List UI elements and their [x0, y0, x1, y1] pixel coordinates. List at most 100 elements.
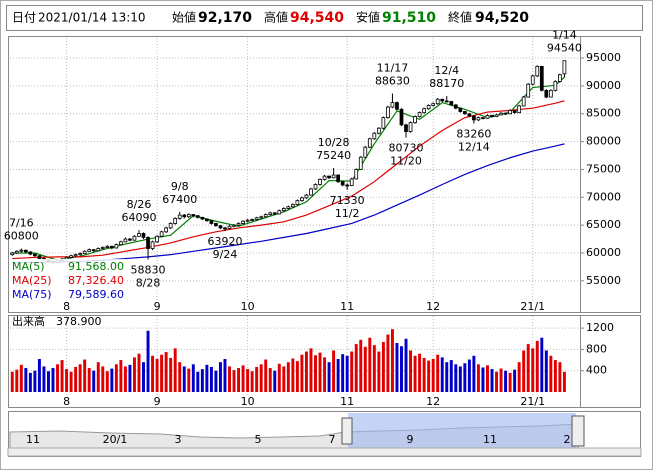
volume-bar	[327, 362, 331, 392]
low-label: 安値	[356, 10, 380, 25]
candle-body	[449, 101, 454, 106]
volume-bar	[196, 371, 200, 392]
candle-body	[33, 253, 37, 257]
candle-body	[404, 124, 408, 132]
candle-body	[300, 197, 304, 202]
candle-body	[354, 169, 359, 180]
candle-body	[458, 107, 463, 112]
navigator-left-handle[interactable]	[341, 417, 353, 445]
volume-bar	[368, 337, 372, 392]
volume-bar	[540, 337, 544, 392]
volume-bar	[33, 370, 37, 392]
price-panel	[8, 36, 641, 313]
candle-body	[399, 108, 404, 126]
candle-body	[290, 204, 295, 208]
candle-body	[376, 127, 381, 134]
candle-body	[494, 114, 499, 117]
volume-bar	[363, 346, 367, 392]
open-label: 始値	[172, 10, 196, 25]
y-tick-label: 90000	[586, 79, 621, 92]
candle-body	[200, 216, 205, 220]
volume-bar	[214, 370, 218, 392]
volume-bar	[295, 361, 299, 392]
volume-bar	[110, 368, 114, 392]
candle-body	[467, 113, 472, 117]
candle-body	[268, 212, 273, 215]
volume-bar	[15, 369, 19, 392]
candle-body	[462, 111, 467, 115]
volume-bar	[422, 357, 426, 392]
volume-bar	[51, 368, 55, 392]
candle-body	[517, 105, 522, 114]
volume-bar	[440, 357, 444, 392]
candle-body	[331, 174, 336, 179]
volume-bar	[42, 366, 46, 392]
navigator-scrollbar[interactable]	[7, 447, 642, 457]
volume-bar	[390, 329, 394, 392]
date-label: 日付	[12, 11, 36, 25]
candle-body	[526, 83, 531, 98]
volume-bar	[286, 362, 290, 392]
candle-body	[259, 216, 264, 219]
candle-body	[367, 138, 372, 148]
y-tick-label: 1200	[586, 321, 614, 334]
volume-bar	[513, 369, 517, 392]
volume-bar	[119, 360, 123, 392]
volume-bar	[386, 334, 390, 392]
candle-body	[96, 248, 101, 252]
annotation-date: 9/8	[171, 180, 189, 193]
annotation-value: 88170	[429, 77, 464, 90]
candle-body	[205, 218, 209, 222]
candle-body	[164, 227, 169, 233]
volume-bar	[436, 354, 440, 392]
volume-bar	[101, 366, 105, 392]
x-tick-label: 21/1	[520, 395, 545, 408]
volume-bar	[535, 340, 539, 392]
candle-body	[535, 66, 540, 77]
candle-body	[558, 74, 562, 82]
candle-body	[236, 223, 241, 226]
volume-bar	[259, 364, 263, 392]
volume-bar	[558, 362, 562, 392]
candle-body	[349, 178, 354, 186]
candle-body	[73, 254, 78, 257]
volume-bar	[458, 366, 462, 392]
navigator-label: 20/1	[103, 433, 128, 446]
candle-body	[544, 89, 549, 98]
x-tick-label: 12	[426, 300, 440, 313]
annotation-date: 9/24	[213, 248, 238, 261]
volume-bar	[377, 351, 381, 392]
navigator-label: 11	[26, 433, 40, 446]
volume-bar	[522, 350, 526, 392]
candle-body	[119, 241, 123, 246]
navigator-selection[interactable]	[348, 413, 576, 448]
x-tick-label: 21/1	[520, 300, 545, 313]
volume-bar	[232, 370, 236, 392]
x-tick-label: 9	[154, 300, 161, 313]
volume-bar	[96, 362, 100, 392]
candle-body	[186, 214, 191, 218]
volume-value: 378.900	[56, 315, 102, 328]
legend-value: 79,589.60	[68, 288, 124, 301]
volume-bar	[350, 351, 354, 392]
volume-bar	[445, 362, 449, 392]
volume-bar	[146, 330, 150, 392]
candle-body	[417, 112, 422, 117]
candle-body	[413, 116, 417, 124]
volume-bar	[83, 359, 87, 392]
volume-bar	[354, 344, 358, 392]
navigator-right-handle[interactable]	[571, 415, 585, 447]
candle-body	[218, 225, 223, 229]
moving-average-line	[12, 100, 565, 260]
candle-body	[431, 103, 436, 106]
candle-body	[146, 236, 150, 249]
candle-body	[512, 110, 517, 114]
candle-body	[521, 96, 526, 107]
volume-bar	[209, 366, 213, 392]
candle-body	[327, 175, 331, 179]
volume-bar	[409, 350, 413, 392]
y-tick-label: 400	[586, 364, 607, 377]
volume-bar	[304, 351, 308, 392]
x-tick-label: 10	[241, 300, 255, 313]
